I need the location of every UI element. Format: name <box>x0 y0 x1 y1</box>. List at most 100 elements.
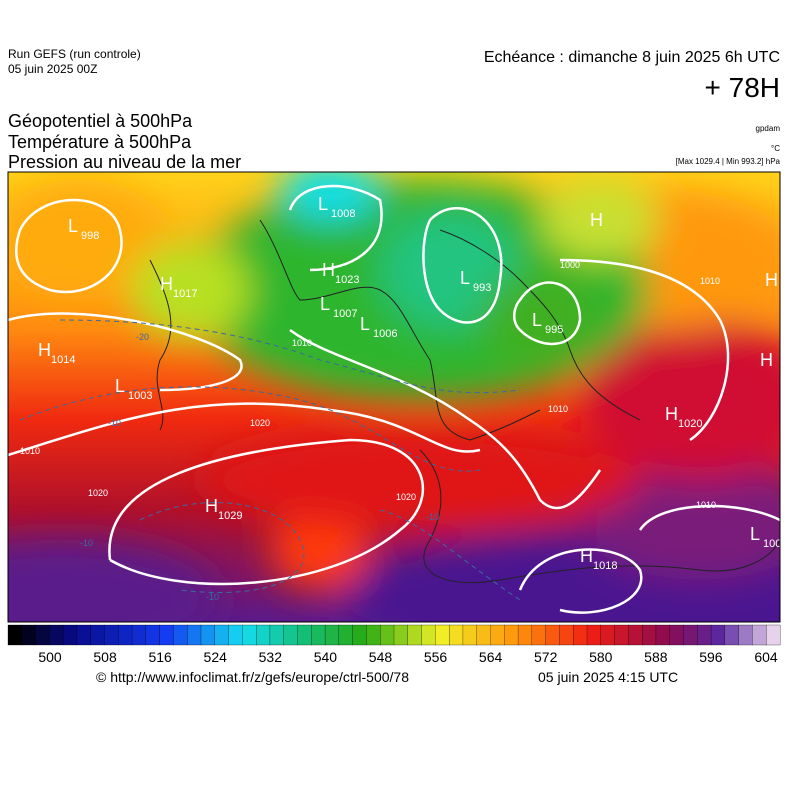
colorbar-swatch <box>104 624 119 646</box>
colorbar-swatch <box>269 624 285 646</box>
colorbar-swatch <box>159 624 174 646</box>
center-value: 1020 <box>678 418 702 430</box>
isobar-label: 1020 <box>250 418 270 428</box>
colorbar-swatch <box>311 624 326 646</box>
isobar-label: 1010 <box>548 404 568 414</box>
title: Pression au niveau de la mer <box>8 152 241 172</box>
center-letter: H <box>580 546 593 566</box>
colorbar-tick-label: 596 <box>699 649 723 665</box>
colorbar-tick-label: 604 <box>754 649 778 665</box>
colorbar-tick-label: 500 <box>38 649 62 665</box>
source: © http://www.infoclimat.fr/z/gefs/europe… <box>96 669 409 685</box>
colorbar-swatch <box>600 624 616 646</box>
colorbar-swatch <box>380 624 395 646</box>
center-letter: L <box>68 216 78 236</box>
isobars <box>8 184 780 614</box>
colorbar-swatch <box>173 624 188 646</box>
center-value: 1007 <box>333 308 357 320</box>
isobar-label: 1010 <box>20 446 40 456</box>
unit: gpdam <box>756 124 781 133</box>
colorbar-swatch <box>76 624 92 646</box>
title: Température à 500hPa <box>8 132 192 152</box>
isobar-label: 1020 <box>396 492 416 502</box>
colorbar-swatch <box>531 624 547 646</box>
center-letter: L <box>460 268 470 288</box>
colorbar-swatch <box>297 624 312 646</box>
isobar-label: 1010 <box>696 500 716 510</box>
colorbar-swatch <box>517 624 533 646</box>
center-letter: H <box>322 260 335 280</box>
colorbar-swatch <box>35 624 50 646</box>
center-value: 1018 <box>593 560 617 572</box>
colorbar-swatch <box>766 624 781 646</box>
colorbar-swatch <box>90 624 105 646</box>
colorbar-swatch <box>462 624 478 646</box>
colorbar-swatch <box>200 624 216 646</box>
center-value: 1014 <box>51 354 75 366</box>
colorbar-tick-label: 572 <box>534 649 558 665</box>
coastlines <box>149 219 780 584</box>
colorbar-swatch <box>504 624 519 646</box>
center-letter: L <box>750 524 760 544</box>
center-letter: H <box>765 270 778 290</box>
colorbar-swatch <box>366 624 381 646</box>
colorbar-swatch <box>476 624 491 646</box>
colorbar-tick-label: 540 <box>314 649 338 665</box>
colorbar-swatch <box>145 624 161 646</box>
center-letter: L <box>532 310 542 330</box>
center-value: 995 <box>545 324 563 336</box>
colorbar-swatch <box>62 624 78 646</box>
title: Géopotentiel à 500hPa <box>8 111 193 131</box>
colorbar-swatch <box>352 624 367 646</box>
colorbar-swatch <box>7 624 23 646</box>
isotherm-label: -20 <box>136 332 149 342</box>
center-letter: H <box>205 496 218 516</box>
colorbar-swatch <box>435 624 450 646</box>
center-letter: L <box>320 294 330 314</box>
colorbar-tick-label: 556 <box>424 649 448 665</box>
colorbar-swatch <box>421 624 436 646</box>
center-value: 1023 <box>335 274 359 286</box>
generated: 05 juin 2025 4:15 UTC <box>538 669 678 685</box>
center-value: 1017 <box>173 288 197 300</box>
center-letter: H <box>38 340 51 360</box>
center-value: 1005 <box>763 538 787 550</box>
map-frame <box>7 171 781 623</box>
center-value: 1029 <box>218 510 242 522</box>
colorbar-swatch <box>738 624 753 646</box>
colorbar-swatch <box>545 624 560 646</box>
colorbar-swatch <box>710 624 726 646</box>
center-letter: H <box>760 350 773 370</box>
isotherm-label: -10 <box>80 538 93 548</box>
colorbar-swatch <box>255 624 271 646</box>
colorbar-swatch <box>697 624 712 646</box>
colorbar-swatch <box>683 624 698 646</box>
colorbar-tick-label: 516 <box>148 649 172 665</box>
colorbar-swatch <box>559 624 574 646</box>
lead-time: + 78H <box>705 72 781 103</box>
colorbar-swatch <box>669 624 684 646</box>
colorbar-swatch <box>614 624 629 646</box>
colorbar-swatch <box>448 624 464 646</box>
isobar-label: 1010 <box>700 276 720 286</box>
colorbar-swatch <box>752 624 767 646</box>
center-letter: H <box>665 404 678 424</box>
colorbar-swatch <box>21 624 37 646</box>
center-value: 1003 <box>128 390 152 402</box>
field-blobs <box>8 172 780 622</box>
colorbar-swatch <box>187 624 202 646</box>
colorbar-swatch <box>118 624 133 646</box>
colorbar-tick-label: 524 <box>204 649 228 665</box>
colorbar-tick-label: 508 <box>93 649 117 665</box>
center-letter: L <box>318 194 328 214</box>
center-value: 993 <box>473 282 491 294</box>
colorbar-swatch <box>283 624 298 646</box>
colorbar-swatch <box>407 624 423 646</box>
isobar-label: 1000 <box>560 260 580 270</box>
isotherm-label: -10 <box>108 418 121 428</box>
colorbar-swatch <box>641 624 657 646</box>
colorbar-tick-label: 548 <box>369 649 393 665</box>
